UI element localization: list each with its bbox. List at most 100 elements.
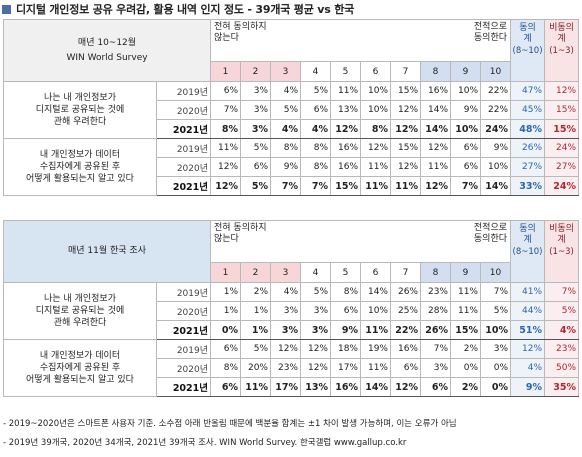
year-label: 2021년 bbox=[155, 119, 212, 139]
scale-number: 6 bbox=[360, 61, 392, 82]
scale-number: 4 bbox=[300, 262, 331, 283]
table-cell: 11% bbox=[360, 157, 392, 177]
table-cell: 0% bbox=[479, 358, 512, 378]
title-text: 디지털 개인정보 공유 우려감, 활용 내역 인지 정도 - 39개국 평균 v… bbox=[16, 3, 355, 16]
table-cell: 10% bbox=[360, 100, 392, 120]
table-cell: 5% bbox=[240, 339, 271, 359]
table-cell: 16% bbox=[330, 138, 362, 158]
table-row: 2021년 12% 5% 7% 7% 15% 11% 11% 12% 7% 14… bbox=[4, 176, 580, 196]
table-cell: 26% bbox=[390, 282, 421, 302]
question-label: 나는 내 개인정보가 디지털로 공유되는 것에 관해 우려한다 bbox=[3, 81, 157, 139]
agree-total: 12% bbox=[510, 339, 546, 359]
disagree-total: 12% bbox=[544, 81, 580, 101]
table-cell: 10% bbox=[480, 157, 512, 177]
table-cell: 10% bbox=[450, 119, 482, 139]
table-cell: 7% bbox=[300, 176, 332, 196]
table-cell: 0% bbox=[450, 358, 481, 378]
table-cell: 6% bbox=[210, 81, 242, 101]
table-cell: 28% bbox=[420, 301, 451, 321]
table-cell: 5% bbox=[240, 138, 272, 158]
table-cell: 3% bbox=[240, 81, 272, 101]
table-cell: 12% bbox=[300, 358, 331, 378]
disagree-total-header: 비동의 계 (1~3) bbox=[544, 19, 580, 82]
table-cell: 15% bbox=[390, 81, 422, 101]
table-cell: 2% bbox=[450, 339, 481, 359]
year-label: 2019년 bbox=[155, 81, 212, 101]
scale-number: 2 bbox=[240, 262, 271, 283]
scale-number: 1 bbox=[210, 262, 241, 283]
footnote: - 2019년 39개국, 2020년 34개국, 2021년 39개국 조사.… bbox=[3, 438, 407, 448]
table-row: 2021년 0% 1% 3% 3% 9% 11% 22% 26% 15% 10%… bbox=[4, 320, 580, 340]
disagree-total: 23% bbox=[544, 339, 580, 359]
scale-number: 5 bbox=[330, 61, 362, 82]
table-cell: 2% bbox=[450, 377, 481, 397]
table-cell: 16% bbox=[330, 157, 362, 177]
table-cell: 26% bbox=[420, 320, 451, 340]
footnote: - 2019~2020년은 스마트폰 사용자 기준. 소수점 아래 반올림 때문… bbox=[3, 419, 457, 429]
table-cell: 1% bbox=[210, 282, 241, 302]
table-cell: 11% bbox=[240, 377, 271, 397]
table-cell: 10% bbox=[360, 301, 391, 321]
table-cell: 9% bbox=[270, 157, 302, 177]
table-cell: 23% bbox=[420, 282, 451, 302]
scale-number: 10 bbox=[480, 61, 512, 82]
table-cell: 6% bbox=[450, 138, 482, 158]
scale-number: 7 bbox=[390, 262, 421, 283]
table-cell: 3% bbox=[240, 100, 272, 120]
table-cell: 8% bbox=[270, 138, 302, 158]
table-cell: 11% bbox=[450, 282, 481, 302]
table-cell: 3% bbox=[479, 339, 512, 359]
table-cell: 6% bbox=[390, 358, 421, 378]
agree-total: 9% bbox=[510, 377, 546, 397]
table-cell: 10% bbox=[450, 81, 482, 101]
table-cell: 18% bbox=[330, 339, 361, 359]
year-label: 2020년 bbox=[155, 157, 212, 177]
scale-header: 전혀 동의하지 않는다 전적으로 동의한다 bbox=[209, 220, 512, 263]
disagree-total: 27% bbox=[544, 157, 580, 177]
table-cell: 4% bbox=[270, 282, 301, 302]
disagree-total: 15% bbox=[544, 119, 580, 139]
table-cell: 14% bbox=[420, 100, 452, 120]
scale-number: 9 bbox=[450, 262, 481, 283]
table-cell: 12% bbox=[390, 119, 422, 139]
table-cell: 8% bbox=[300, 157, 332, 177]
table-cell: 12% bbox=[210, 176, 242, 196]
table-cell: 16% bbox=[330, 377, 361, 397]
table-cell: 1% bbox=[240, 301, 271, 321]
scale-number: 3 bbox=[270, 61, 302, 82]
table-cell: 7% bbox=[210, 100, 242, 120]
table-cell: 8% bbox=[210, 358, 241, 378]
table-cell: 3% bbox=[300, 301, 331, 321]
table-cell: 10% bbox=[479, 320, 512, 340]
table-row: 내 개인정보가 데이터 수집자에게 공유된 후 어떻게 활용되는지 알고 있다 … bbox=[3, 138, 580, 196]
year-label: 2021년 bbox=[156, 377, 211, 397]
disagree-total: 24% bbox=[544, 176, 580, 196]
table-cell: 6% bbox=[240, 157, 272, 177]
table-cell: 12% bbox=[330, 119, 362, 139]
scale-number: 2 bbox=[240, 61, 272, 82]
table-cell: 13% bbox=[300, 377, 331, 397]
table-cell: 7% bbox=[270, 176, 302, 196]
table-cell: 6% bbox=[300, 100, 332, 120]
table-cell: 0% bbox=[210, 320, 241, 340]
table-cell: 5% bbox=[300, 282, 331, 302]
table-cell: 10% bbox=[360, 81, 392, 101]
table-cell: 11% bbox=[360, 358, 391, 378]
survey-label: 매년 11월 한국 조사 bbox=[3, 220, 211, 283]
agree-total: 44% bbox=[510, 301, 546, 321]
scale-number: 10 bbox=[479, 262, 512, 283]
table-row: 내 개인정보가 데이터 수집자에게 공유된 후 어떻게 활용되는지 알고 있다 … bbox=[3, 339, 580, 397]
scale-number: 8 bbox=[420, 61, 452, 82]
table-cell: 5% bbox=[240, 176, 272, 196]
table-cell: 3% bbox=[240, 119, 272, 139]
agree-total: 26% bbox=[510, 138, 546, 158]
table-cell: 15% bbox=[330, 176, 362, 196]
table-cell: 11% bbox=[420, 157, 452, 177]
agree-total: 51% bbox=[510, 320, 546, 340]
year-label: 2019년 bbox=[156, 339, 211, 359]
table-cell: 20% bbox=[240, 358, 271, 378]
table-cell: 12% bbox=[360, 138, 392, 158]
table-cell: 3% bbox=[270, 301, 301, 321]
agree-total-header: 동의 계 (8~10) bbox=[510, 19, 546, 82]
table-cell: 17% bbox=[330, 358, 361, 378]
